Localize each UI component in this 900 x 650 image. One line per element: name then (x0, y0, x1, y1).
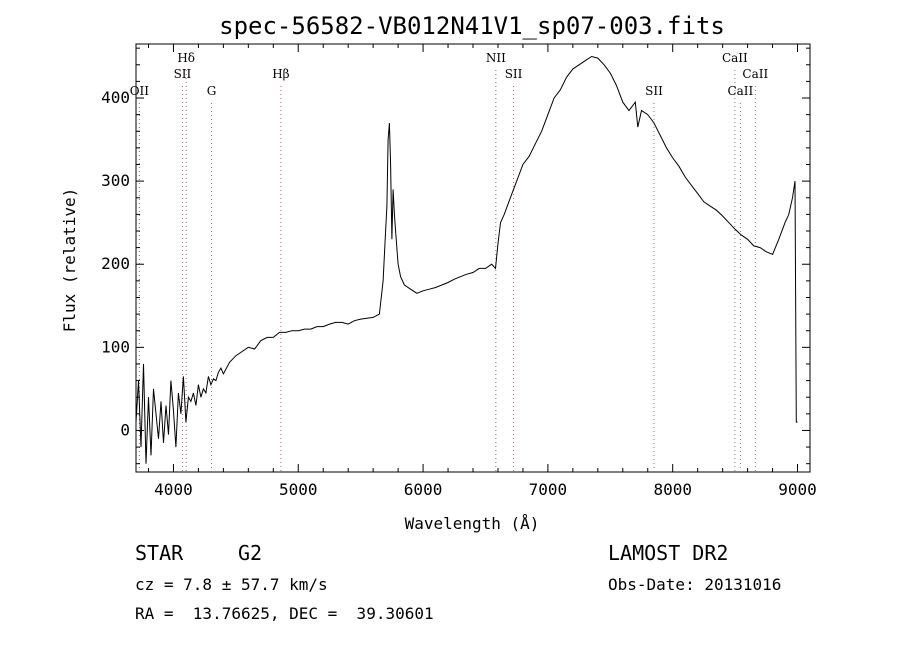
spectral-line-label: SII (645, 84, 663, 98)
spectral-line-label: OII (130, 84, 150, 98)
chart-title: spec-56582-VB012N41V1_sp07-003.fits (219, 12, 725, 40)
spectrum-series-line (135, 55, 798, 464)
spectral-line-label: CaII (722, 51, 748, 65)
spectral-line-label: Hδ (177, 51, 195, 65)
observation-date: Obs-Date: 20131016 (608, 575, 782, 594)
spectral-line-label: Hβ (272, 67, 289, 81)
spectral-line-label: CaII (742, 67, 768, 81)
x-tick-label: 9000 (778, 480, 817, 499)
spectrum-chart: spec-56582-VB012N41V1_sp07-003.fits Wave… (60, 12, 817, 533)
y-tick-label: 400 (101, 88, 130, 107)
class-label: STAR (135, 541, 184, 565)
x-tick-label: 5000 (279, 480, 318, 499)
y-tick-label: 300 (101, 171, 130, 190)
spectral-line-markers: OII Hδ SII G Hβ NII SII SII CaII CaII CaII (130, 51, 768, 472)
y-tick-label: 200 (101, 254, 130, 273)
survey-label: LAMOST DR2 (608, 541, 729, 565)
spectral-line-label: G (207, 84, 217, 98)
axis-ticks: 4000 5000 6000 7000 8000 9000 0 100 200 300 400 (101, 44, 817, 499)
spectral-line-label: SII (505, 67, 523, 81)
spectral-line-label: CaII (727, 84, 753, 98)
subclass-label: G2 (238, 541, 263, 565)
spectral-line-label: NII (486, 51, 506, 65)
x-tick-label: 4000 (154, 480, 193, 499)
x-axis-label: Wavelength (Å) (405, 514, 540, 533)
y-tick-label: 100 (101, 337, 130, 356)
plot-frame (135, 43, 811, 473)
x-tick-label: 8000 (653, 480, 692, 499)
y-tick-label: 0 (120, 420, 130, 439)
x-tick-label: 6000 (404, 480, 443, 499)
spectral-line-label: SII (174, 67, 192, 81)
coordinates-text: RA = 13.76625, DEC = 39.30601 (135, 604, 434, 623)
x-tick-label: 7000 (529, 480, 568, 499)
y-axis-label: Flux (relative) (60, 188, 79, 333)
redshift-text: cz = 7.8 ± 57.7 km/s (135, 575, 328, 594)
